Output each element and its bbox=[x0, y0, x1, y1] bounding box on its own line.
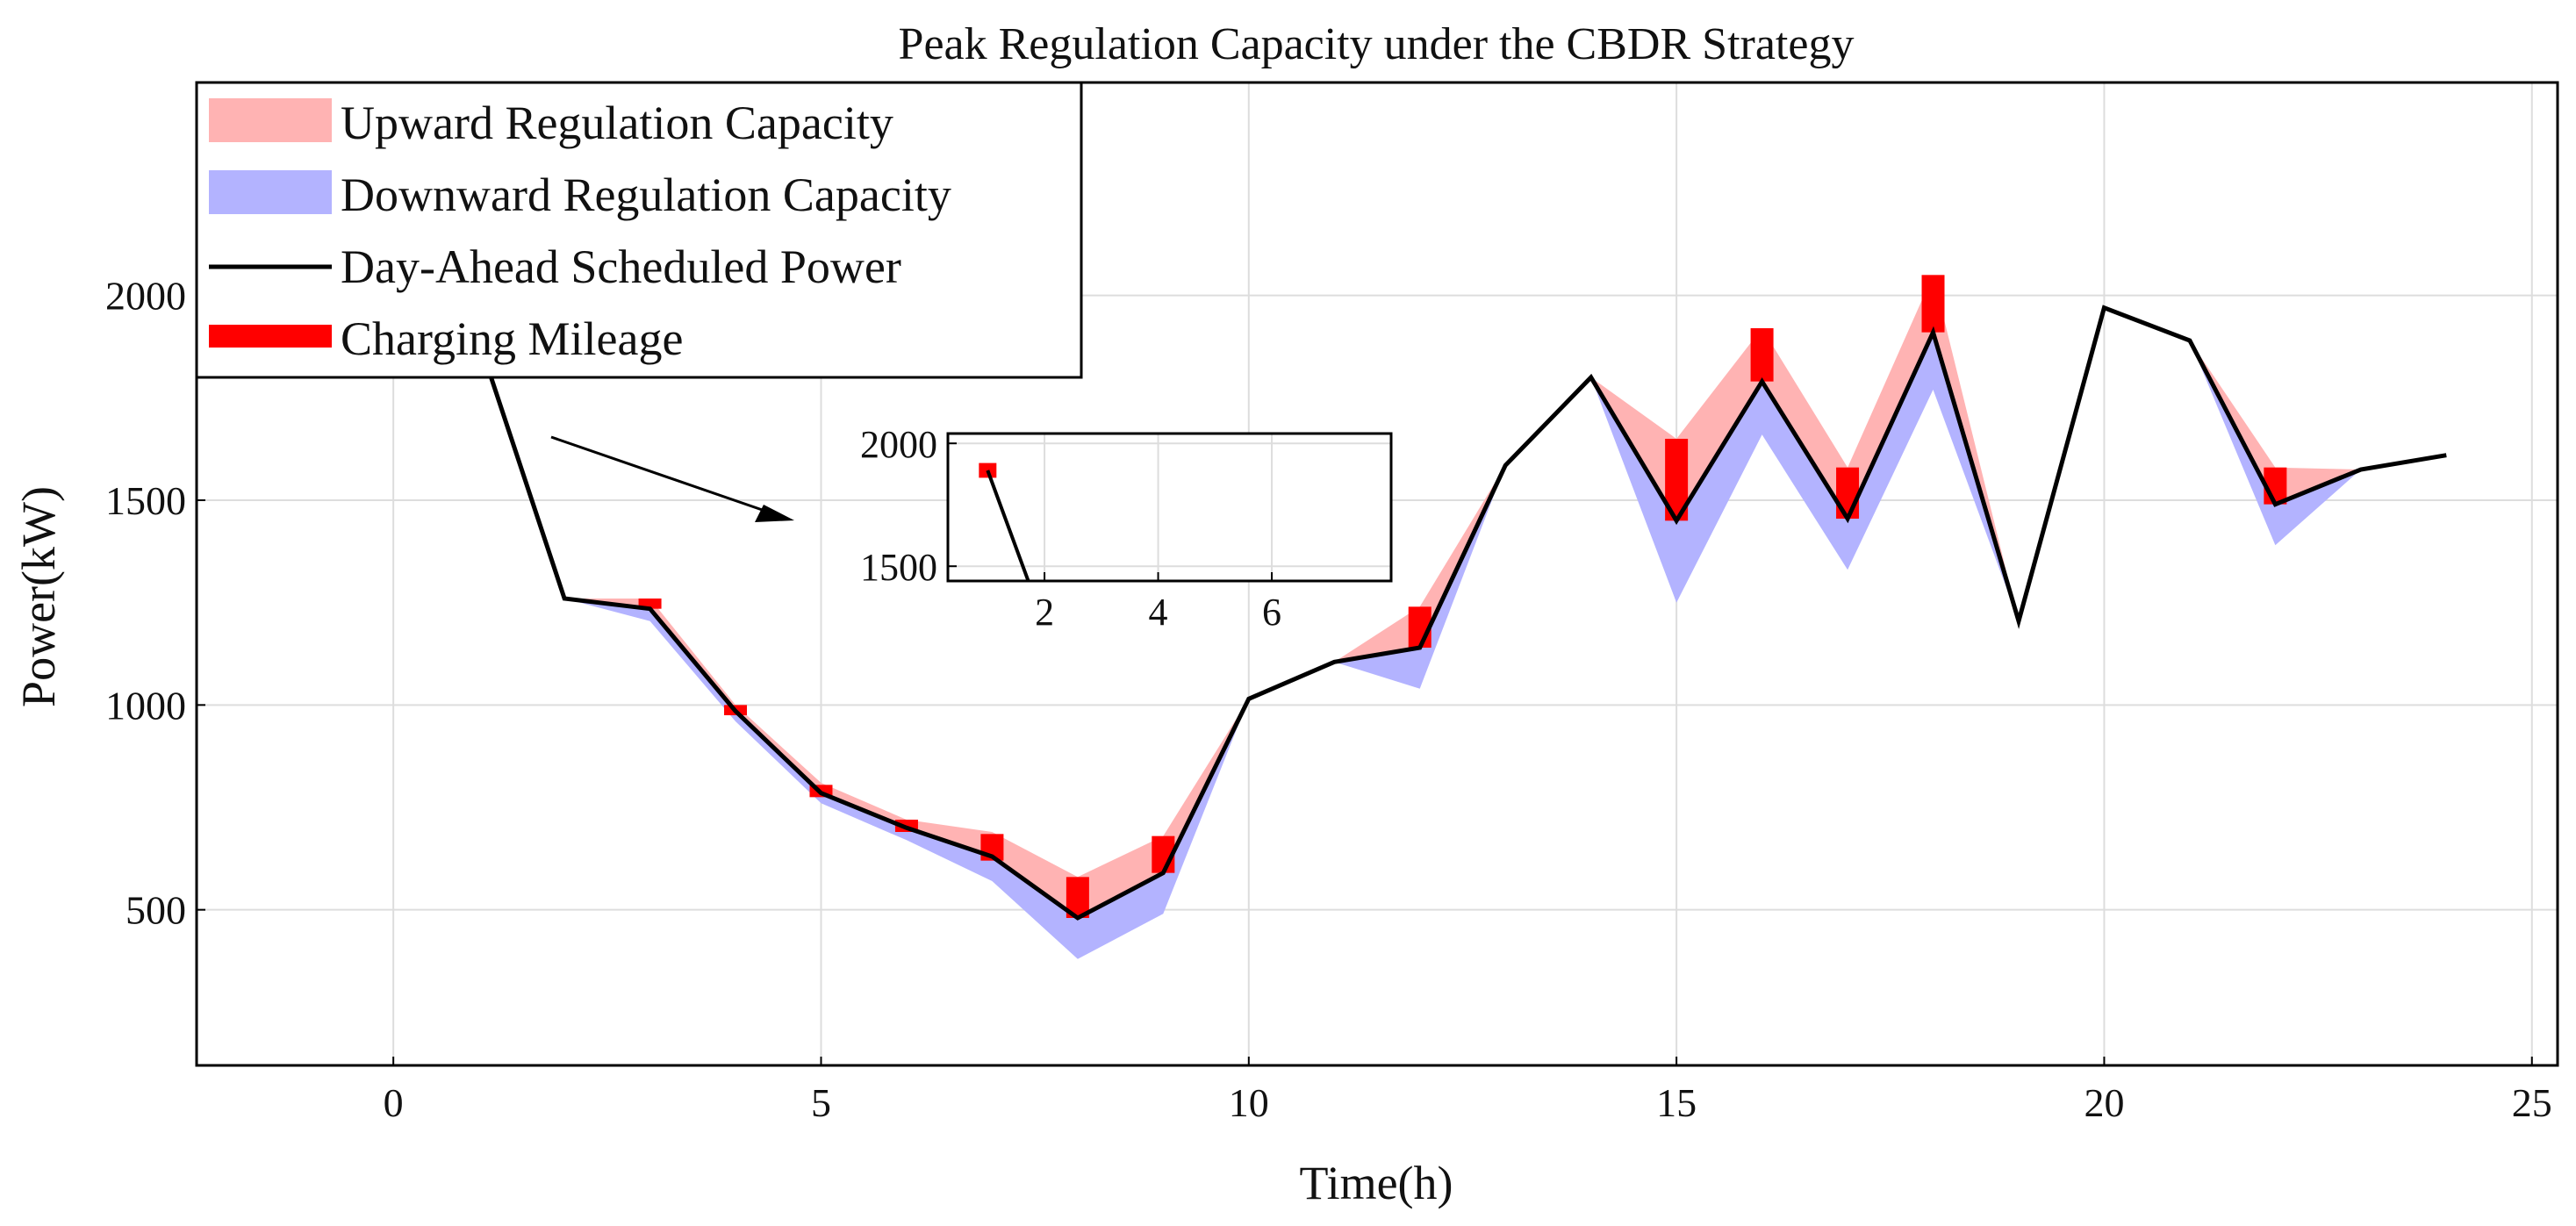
main-charging-mileage-bar-16 bbox=[1750, 328, 1774, 382]
inset-data-layer bbox=[979, 462, 1030, 581]
main-x-tick-label-10: 10 bbox=[1229, 1080, 1269, 1125]
annotation-arrow bbox=[550, 435, 794, 522]
main-x-tick-label-20: 20 bbox=[2084, 1080, 2124, 1125]
main-x-tick-label-25: 25 bbox=[2512, 1080, 2552, 1125]
legend-swatch-downward bbox=[209, 170, 332, 214]
main-charging-mileage-bar-3 bbox=[638, 599, 662, 609]
inset-background bbox=[948, 434, 1391, 581]
main-x-tick-label-0: 0 bbox=[384, 1080, 404, 1125]
main-y-tick-label-1500: 1500 bbox=[105, 478, 186, 523]
legend-swatch-charging-mileage bbox=[209, 325, 332, 348]
arrow-shaft bbox=[550, 435, 773, 515]
inset-x-tick-label-6: 6 bbox=[1262, 591, 1281, 634]
main-x-tick-label-15: 15 bbox=[1656, 1080, 1697, 1125]
inset-y-tick-label-1500: 1500 bbox=[860, 546, 937, 589]
main-axes-frame bbox=[195, 81, 2559, 1067]
main-data-layer bbox=[467, 275, 2447, 959]
y-axis-label: Power(kW) bbox=[12, 486, 65, 707]
inset-x-tick-label-2: 2 bbox=[1035, 591, 1054, 634]
main-x-tick-label-5: 5 bbox=[811, 1080, 831, 1125]
legend-label-charging-mileage: Charging Mileage bbox=[341, 312, 683, 365]
x-axis-label: Time(h) bbox=[1299, 1157, 1453, 1209]
main-y-tick-label-1000: 1000 bbox=[105, 683, 186, 728]
main-charging-mileage-bar-17 bbox=[1836, 467, 1860, 519]
legend: Upward Regulation Capacity Downward Regu… bbox=[195, 81, 1083, 379]
main-y-tick-label-500: 500 bbox=[126, 888, 186, 933]
arrow-head bbox=[755, 505, 794, 522]
legend-label-upward: Upward Regulation Capacity bbox=[341, 97, 893, 149]
main-y-tick-label-2000: 2000 bbox=[105, 274, 186, 319]
inset-y-tick-label-2000: 2000 bbox=[860, 423, 937, 466]
legend-label-scheduled-power: Day-Ahead Scheduled Power bbox=[341, 240, 901, 293]
inset-x-tick-label-4: 4 bbox=[1149, 591, 1168, 634]
main-charging-mileage-bar-18 bbox=[1921, 275, 1945, 333]
inset-axes-frame bbox=[946, 432, 1393, 583]
legend-label-downward: Downward Regulation Capacity bbox=[341, 168, 951, 221]
legend-swatch-upward bbox=[209, 98, 332, 142]
legend-box bbox=[195, 81, 1083, 379]
inset-plot: 2 4 6 1500 2000 bbox=[860, 423, 1393, 634]
main-scheduled-power-line bbox=[477, 305, 2447, 921]
chart-title: Peak Regulation Capacity under the CBDR … bbox=[899, 19, 1855, 69]
